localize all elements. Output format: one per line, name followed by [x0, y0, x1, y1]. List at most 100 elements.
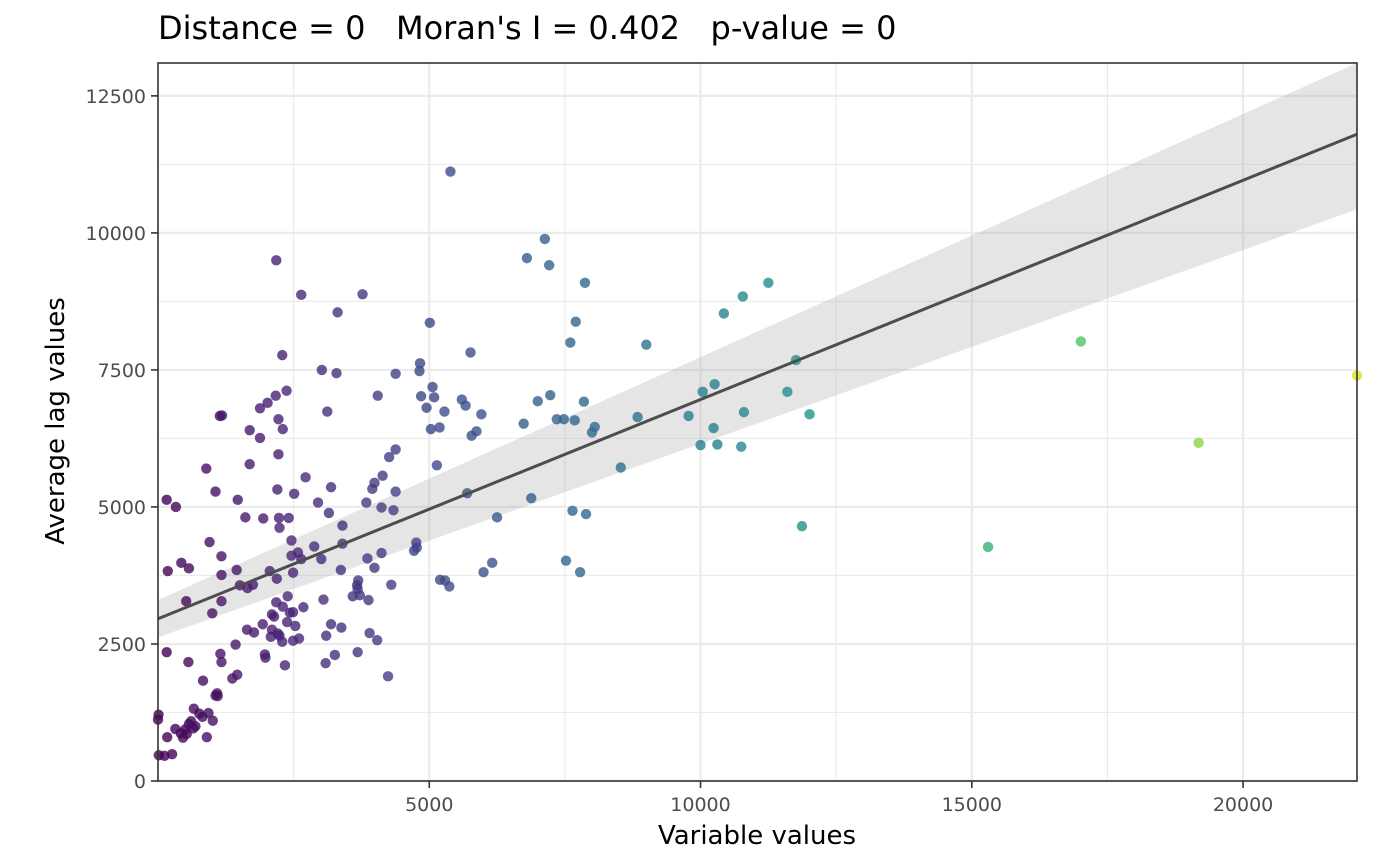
data-point [796, 520, 808, 532]
data-point [364, 627, 375, 639]
data-point [357, 289, 368, 300]
data-point [737, 291, 749, 302]
data-point [782, 386, 793, 398]
data-point [296, 289, 307, 301]
data-point [361, 497, 372, 508]
data-point [712, 439, 723, 450]
y-tick-label: 7500 [98, 360, 146, 382]
data-point [460, 400, 471, 411]
data-point [300, 472, 311, 483]
data-point [439, 406, 450, 417]
data-point [363, 594, 374, 606]
data-point [322, 406, 333, 417]
data-point [273, 414, 284, 425]
data-point [518, 418, 529, 429]
data-point [216, 410, 228, 421]
data-point [415, 391, 427, 402]
data-point [487, 557, 498, 569]
data-point [183, 563, 195, 574]
data-point [1075, 336, 1087, 347]
data-point [207, 608, 218, 619]
data-point [215, 648, 226, 660]
data-point [323, 507, 335, 519]
data-point [352, 575, 364, 586]
data-point [277, 349, 288, 361]
y-axis-title: Average lag values [41, 297, 71, 545]
data-point [427, 381, 438, 393]
data-point [203, 707, 214, 719]
data-point [336, 622, 347, 633]
data-point [383, 451, 395, 463]
data-point [532, 395, 543, 407]
y-tick-label: 5000 [98, 497, 146, 519]
data-point [369, 562, 380, 573]
data-point [254, 432, 266, 444]
data-point [244, 425, 255, 436]
data-point [325, 619, 337, 630]
data-point [329, 649, 341, 661]
data-point [262, 397, 273, 409]
data-point [478, 566, 489, 578]
data-point [697, 386, 708, 398]
data-point [170, 501, 182, 513]
data-point [216, 551, 227, 562]
data-point [197, 675, 209, 686]
data-point [272, 484, 283, 495]
regression-line [157, 132, 1358, 621]
data-point [354, 589, 366, 601]
data-point [736, 441, 747, 452]
data-point [718, 308, 730, 319]
data-point [270, 390, 281, 401]
data-point [1193, 437, 1204, 449]
data-point [283, 512, 294, 524]
data-point [545, 389, 556, 401]
data-point [231, 564, 242, 576]
data-point [589, 421, 600, 433]
data-point [190, 720, 201, 732]
data-point [325, 482, 337, 493]
data-point [161, 646, 172, 658]
data-point [254, 403, 266, 414]
data-point [268, 611, 280, 622]
data-point [982, 541, 994, 553]
data-point [386, 579, 397, 590]
x-tick-label: 5000 [405, 794, 453, 816]
data-point [376, 547, 387, 559]
data-point [491, 512, 503, 523]
data-point [288, 488, 300, 499]
y-axis: 0 2500 5000 7500 10000 12500 [86, 86, 158, 793]
data-point [569, 415, 580, 426]
data-point [411, 542, 422, 553]
data-point [271, 255, 282, 266]
data-point [444, 581, 455, 592]
data-point [335, 564, 347, 576]
data-point [390, 444, 401, 455]
x-tick-label: 10000 [670, 794, 730, 816]
y-tick-label: 0 [134, 771, 146, 793]
data-point [580, 508, 592, 520]
data-point [273, 512, 285, 524]
data-point [204, 536, 215, 548]
data-point [804, 409, 815, 420]
data-point [414, 365, 425, 377]
x-axis-title: Variable values [658, 821, 856, 851]
data-point [210, 486, 221, 497]
data-point [277, 601, 288, 612]
data-point [201, 731, 213, 743]
data-point [738, 406, 750, 418]
data-point [578, 396, 590, 407]
x-tick-label: 15000 [942, 794, 1002, 816]
data-point [421, 402, 432, 413]
data-point [390, 486, 401, 497]
data-point [286, 535, 297, 546]
data-point [271, 573, 283, 584]
y-tick-label: 10000 [86, 223, 146, 245]
data-point [216, 656, 227, 668]
y-tick-label: 12500 [86, 86, 146, 108]
data-point [320, 657, 331, 669]
confidence-band [158, 63, 1357, 638]
data-point [558, 414, 570, 425]
data-point [309, 541, 320, 552]
data-point [181, 596, 192, 607]
